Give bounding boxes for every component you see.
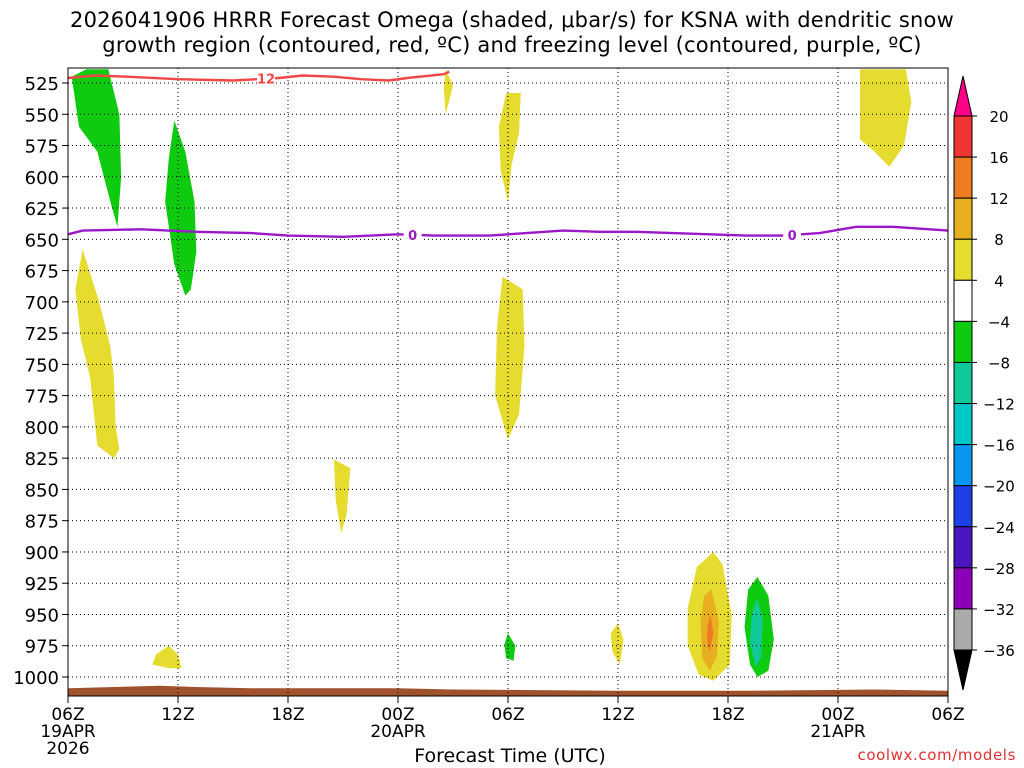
y-tick-label: 800 [25, 418, 59, 439]
x-tick-label: 00Z [821, 705, 854, 725]
omega-region-5 [498, 93, 521, 202]
dendritic_growth-contour [67, 70, 450, 82]
y-tick-label: 775 [25, 387, 59, 408]
y-tick-label: 1000 [13, 668, 59, 689]
y-tick-label: 700 [25, 293, 59, 314]
colorbar-label: −36 [983, 642, 1015, 660]
omega-region-7 [860, 69, 912, 167]
x-tick-label: 18Z [711, 705, 744, 725]
omega-shading-layer [68, 69, 948, 696]
colorbar-segment [953, 238, 973, 281]
x-tick-label: 00Z [381, 705, 414, 725]
y-tick-label: 875 [25, 512, 59, 533]
x-year-label: 2026 [46, 739, 89, 759]
colorbar-segment [953, 361, 973, 405]
x-date-label: 20APR [370, 722, 426, 742]
y-tick-label: 600 [25, 168, 59, 189]
colorbar-segment [953, 403, 973, 446]
colorbar-label: −24 [983, 519, 1015, 537]
y-tick-label: 900 [25, 543, 59, 564]
colorbar-label: −4 [988, 313, 1010, 331]
y-tick-label: 650 [25, 230, 59, 251]
y-tick-label: 950 [25, 605, 59, 626]
x-date-label: 19APR [40, 722, 96, 742]
colorbar-top-arrow [953, 75, 973, 117]
terrain-surface [68, 685, 948, 696]
colorbar-bottom-arrow [953, 649, 973, 691]
colorbar-segment [953, 320, 973, 363]
omega-region-0 [71, 69, 122, 227]
dendritic_growth-label: 12 [257, 73, 275, 88]
colorbar-label: 12 [989, 190, 1008, 208]
colorbar-segment [953, 608, 973, 651]
omega-region-12 [706, 614, 714, 652]
credit-link[interactable]: coolwx.com/models [857, 746, 1016, 764]
chart-title: 2026041906 HRRR Forecast Omega (shaded, … [0, 8, 1024, 58]
colorbar-label: 4 [994, 272, 1004, 290]
y-tick-label: 725 [25, 324, 59, 345]
contour-label-bg [403, 227, 422, 242]
x-tick-label: 06Z [51, 705, 84, 725]
y-tick-label: 575 [25, 137, 59, 158]
freezing_level-label: 0 [408, 229, 417, 244]
contour-label-bg [783, 227, 802, 242]
y-tick-label: 850 [25, 480, 59, 501]
colorbar-segment [953, 444, 973, 487]
omega-colorbar: 20 16 12 8 4 −4 −8 −12 −16 −20 −24 −28 −32 −36 [953, 75, 1015, 691]
colorbar-label: 20 [989, 108, 1008, 126]
omega-region-8 [152, 645, 182, 669]
colorbar-label: −8 [988, 354, 1010, 372]
colorbar-label: 8 [994, 231, 1004, 249]
freezing_level-contour [67, 225, 949, 238]
colorbar-label: −28 [983, 560, 1015, 578]
y-tick-label: 625 [25, 199, 59, 220]
y-tick-label: 550 [25, 105, 59, 126]
y-tick-label: 825 [25, 449, 59, 470]
x-tick-label: 06Z [491, 705, 524, 725]
colorbar-label: −16 [983, 437, 1015, 455]
x-tick-label: 18Z [271, 705, 304, 725]
y-tick-label: 525 [25, 74, 59, 95]
colorbar-label: −32 [983, 601, 1015, 619]
colorbar-segment [953, 279, 973, 322]
colorbar-segment [953, 485, 973, 528]
freezing_level-label: 0 [788, 229, 797, 244]
title-line-2: growth region (contoured, red, ºC) and f… [102, 33, 922, 57]
x-tick-label: 12Z [161, 705, 194, 725]
omega-region-9 [610, 623, 624, 665]
omega-region-6 [495, 276, 525, 440]
colorbar-label: −20 [983, 478, 1015, 496]
omega-region-4 [443, 69, 453, 115]
x-axis-label: Forecast Time (UTC) [414, 745, 606, 767]
title-line-1: 2026041906 HRRR Forecast Omega (shaded, … [70, 8, 954, 32]
omega-region-15 [504, 633, 516, 661]
pressure-axis: 525 550 575 600 625 650 675 700 725 750 775 800 825 8… [13, 74, 68, 689]
y-tick-label: 750 [25, 355, 59, 376]
x-date-label: 21APR [810, 722, 866, 742]
x-tick-label: 06Z [931, 705, 964, 725]
x-tick-label: 12Z [601, 705, 634, 725]
contour-layer: 12 0 0 [67, 70, 949, 244]
y-tick-label: 925 [25, 574, 59, 595]
colorbar-label: 16 [989, 149, 1008, 167]
contour-label-bg [257, 71, 275, 86]
colorbar-segment [953, 526, 973, 569]
colorbar-segment [953, 197, 973, 240]
colorbar-segment [953, 156, 973, 199]
omega-region-2 [75, 249, 120, 459]
y-tick-label: 975 [25, 637, 59, 658]
y-tick-label: 675 [25, 262, 59, 283]
omega-region-14 [750, 598, 763, 667]
colorbar-label: −12 [983, 396, 1015, 414]
omega-region-3 [333, 459, 351, 534]
colorbar-segment [953, 567, 973, 610]
colorbar-segment [953, 115, 973, 158]
